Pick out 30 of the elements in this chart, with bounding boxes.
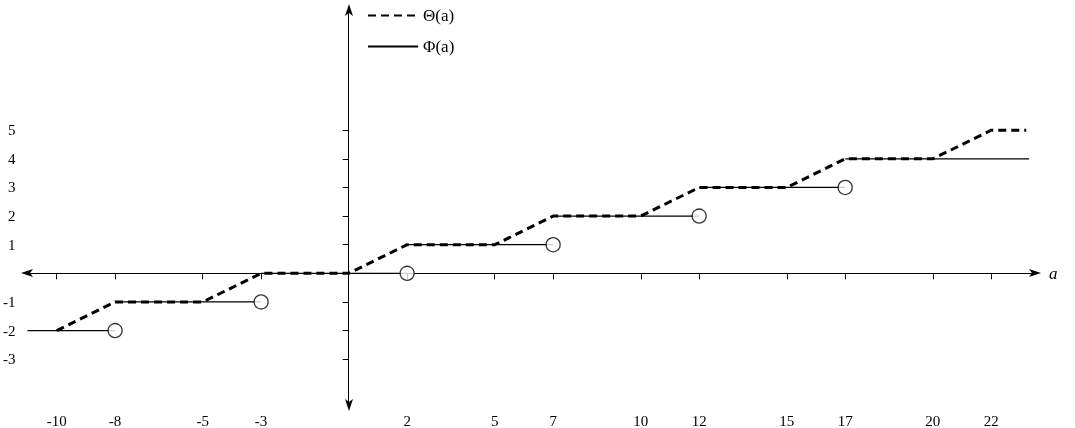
y-tick-label: 2 [8,208,16,225]
x-tick-label: 5 [490,412,499,428]
y-tick-label: -2 [3,322,16,339]
y-tick-label: 3 [8,179,16,196]
x-tick-label: 22 [983,412,999,428]
x-tick-label: 12 [691,412,707,428]
point [253,294,269,310]
x-tick-label: -8 [108,412,122,428]
x-tick-label: 7 [549,412,558,428]
x-tick-label: -10 [46,412,67,428]
point [107,322,123,339]
y-tick-label: -1 [3,293,16,310]
x-tick-label: 15 [779,412,795,428]
legend-label: Φ(a) [423,37,455,56]
y-tick-label: 5 [8,122,16,139]
x-axis-title: a [1049,263,1058,283]
legend-label: Θ(a) [423,6,455,25]
x-tick-label: 20 [925,412,941,428]
x-tick-label: 2 [403,412,411,428]
x-tick-label: 10 [633,412,649,428]
y-tick-label: 4 [8,150,16,167]
x-tick-label: 17 [837,412,854,428]
point [691,208,707,224]
point [399,265,415,281]
x-tick-label: -5 [196,412,209,428]
point [837,179,853,196]
point [545,237,561,253]
x-tick-label: -3 [254,412,268,428]
y-tick-label: -3 [3,351,16,368]
y-tick-label: 1 [8,236,16,253]
